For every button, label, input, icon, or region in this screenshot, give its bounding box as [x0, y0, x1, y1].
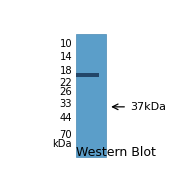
Bar: [76, 34, 106, 158]
Text: 18: 18: [59, 66, 72, 76]
Text: 22: 22: [59, 78, 72, 88]
Text: 26: 26: [59, 87, 72, 97]
Text: kDa: kDa: [52, 139, 72, 149]
Text: Western Blot: Western Blot: [76, 146, 156, 159]
Text: 70: 70: [59, 130, 72, 140]
Text: 33: 33: [60, 99, 72, 109]
Bar: [76, 73, 98, 77]
Text: 10: 10: [59, 39, 72, 49]
Text: 44: 44: [60, 113, 72, 123]
Text: 37kDa: 37kDa: [130, 102, 166, 112]
Text: 14: 14: [59, 52, 72, 62]
